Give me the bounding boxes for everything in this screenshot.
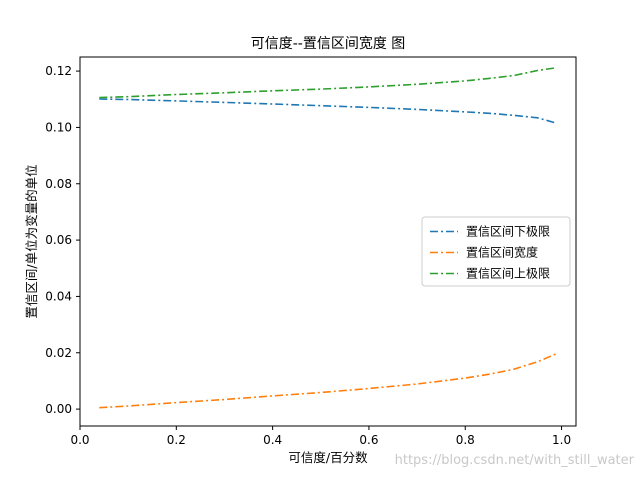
y-tick-label: 0.04: [45, 289, 72, 303]
x-tick-label: 1.0: [552, 433, 571, 447]
x-tick-label: 0.0: [70, 433, 89, 447]
x-tick-label: 0.4: [263, 433, 282, 447]
legend-label-1: 置信区间宽度: [466, 245, 538, 260]
y-axis-label: 置信区间/单位为变量的单位: [24, 164, 39, 318]
x-tick-label: 0.8: [456, 433, 475, 447]
x-axis-label: 可信度/百分数: [288, 450, 368, 465]
x-tick-label: 0.6: [359, 433, 378, 447]
legend-label-0: 置信区间下极限: [466, 225, 550, 239]
y-tick-label: 0.00: [45, 402, 72, 416]
x-tick-label: 0.2: [167, 433, 186, 447]
legend-box: [421, 216, 571, 287]
y-tick-label: 0.06: [45, 233, 72, 247]
plot-frame: [79, 56, 577, 427]
legend-label-2: 置信区间上极限: [466, 267, 550, 281]
series-line-2: [99, 66, 557, 99]
series-line-0: [99, 98, 557, 124]
watermark-text: https://blog.csdn.net/with_still_water: [394, 453, 634, 468]
y-tick-label: 0.10: [45, 120, 72, 134]
y-tick-label: 0.08: [45, 177, 72, 191]
chart-title: 可信度--置信区间宽度 图: [251, 35, 406, 52]
series-line-1: [99, 352, 558, 409]
y-tick-label: 0.12: [45, 64, 72, 78]
y-tick-label: 0.02: [45, 346, 72, 360]
